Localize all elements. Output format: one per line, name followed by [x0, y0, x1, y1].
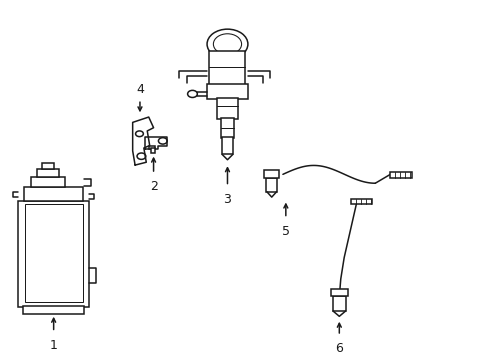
Bar: [220, 118, 234, 138]
Bar: [37, 169, 59, 177]
Bar: [222, 137, 232, 154]
Circle shape: [206, 29, 247, 59]
Bar: [332, 296, 345, 311]
Bar: [151, 148, 155, 153]
Bar: [330, 289, 347, 296]
Text: 3: 3: [223, 193, 231, 206]
Bar: [148, 145, 154, 149]
Bar: [25, 204, 82, 302]
Bar: [351, 199, 371, 204]
Bar: [24, 187, 83, 201]
Text: 1: 1: [50, 339, 58, 352]
Text: 4: 4: [136, 83, 143, 96]
Circle shape: [187, 90, 197, 98]
Bar: [23, 306, 84, 314]
Bar: [206, 84, 248, 99]
Bar: [19, 201, 89, 307]
Bar: [217, 98, 237, 119]
Text: 6: 6: [335, 342, 343, 355]
Bar: [30, 177, 64, 187]
Text: 5: 5: [281, 225, 289, 238]
Bar: [266, 178, 277, 192]
Bar: [389, 172, 411, 177]
Text: 2: 2: [149, 180, 157, 193]
Bar: [41, 163, 54, 169]
Bar: [264, 170, 279, 178]
Bar: [209, 51, 245, 85]
